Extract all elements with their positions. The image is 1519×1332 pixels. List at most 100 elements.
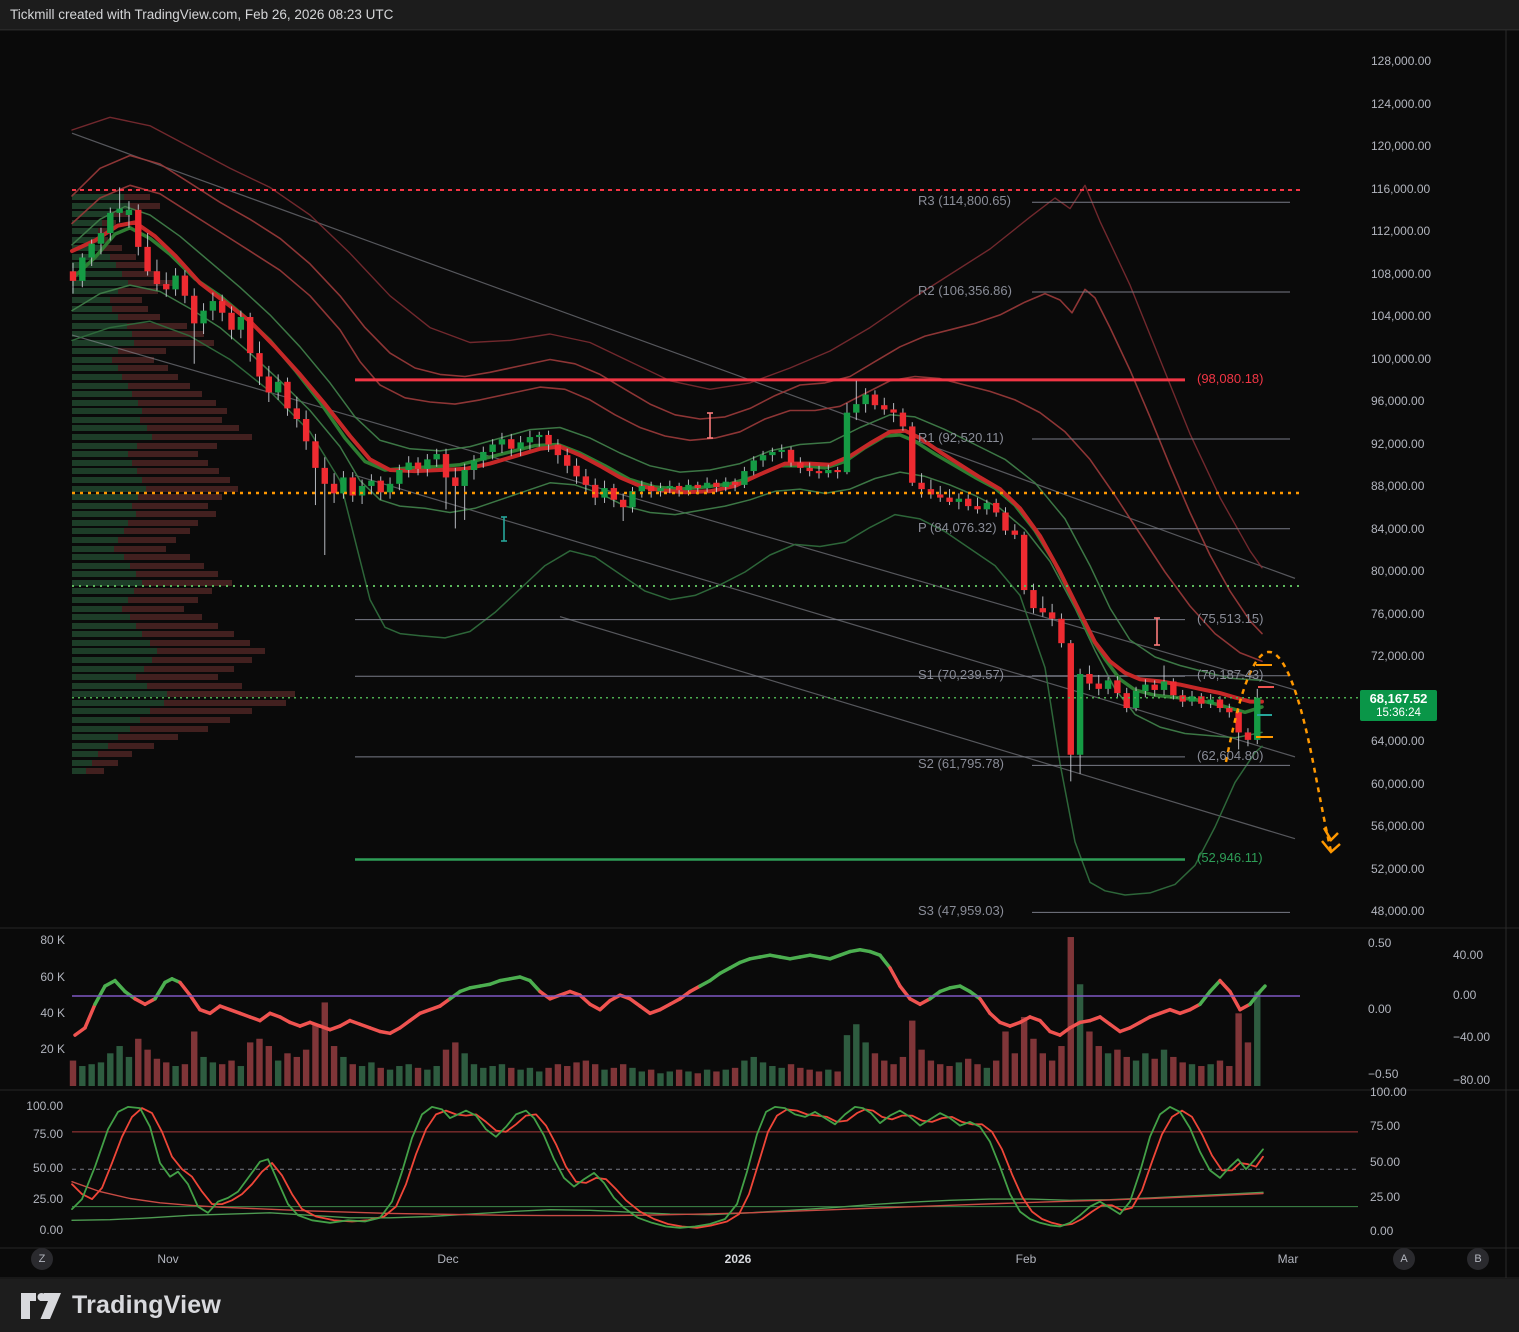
volume-oscillator-line [103, 978, 117, 988]
candlestick [778, 449, 785, 452]
a-scale-button[interactable]: A [1393, 1248, 1415, 1270]
timezone-button[interactable]: Z [31, 1248, 53, 1270]
trendline[interactable] [354, 474, 1296, 758]
volume-oscillator-line [958, 984, 972, 994]
candlestick [517, 442, 524, 449]
volume-bar [181, 1064, 189, 1086]
candlestick [582, 476, 590, 485]
volume-oscillator-line [278, 1015, 292, 1025]
volume-bar [526, 1067, 534, 1086]
volume-bar [1039, 1053, 1046, 1086]
candlestick [1188, 696, 1196, 702]
tradingview-logo-icon[interactable] [20, 1291, 62, 1321]
volume-bar [694, 1073, 701, 1086]
candlestick [489, 444, 496, 452]
volume-bar [246, 1042, 254, 1086]
candlestick [1095, 683, 1102, 689]
candlestick [293, 408, 300, 419]
candlestick [713, 482, 720, 487]
volume-oscillator-line [1148, 1011, 1162, 1019]
volume-bar [1002, 1031, 1009, 1086]
volume-bar [1114, 1049, 1121, 1086]
candlestick [69, 271, 77, 281]
candlestick [638, 485, 646, 492]
candlestick [983, 502, 991, 510]
volume-bar [163, 1062, 170, 1086]
volume-oscillator-line [728, 960, 742, 970]
candlestick [834, 470, 841, 473]
candlestick [470, 460, 478, 470]
candlestick [1011, 530, 1019, 535]
volume-bar [377, 1067, 384, 1086]
volume-oscillator-line [1028, 1015, 1042, 1023]
volume-bar [965, 1058, 972, 1086]
volume-oscillator-line [1158, 1007, 1172, 1016]
candlestick [750, 460, 757, 472]
volume-bar [517, 1069, 524, 1086]
volume-bar [1011, 1053, 1019, 1086]
volume-oscillator-line [1118, 1026, 1132, 1034]
volume-bar [564, 1066, 571, 1086]
volume-bar [461, 1053, 468, 1086]
volume-bar [1142, 1053, 1149, 1086]
volume-bar [974, 1064, 981, 1086]
volume-bar [825, 1069, 832, 1086]
volume-bar [1188, 1064, 1196, 1086]
candlestick [219, 301, 226, 313]
candlestick [265, 376, 273, 393]
trendline[interactable] [71, 132, 1296, 579]
volume-oscillator-line [458, 986, 472, 994]
volume-oscillator-line [188, 993, 202, 1012]
red-ma-line [70, 220, 1264, 704]
volume-bar [209, 1062, 217, 1086]
volume-oscillator-line [1068, 1020, 1082, 1030]
volume-bar [433, 1066, 440, 1086]
volume-oscillator-line [998, 1020, 1012, 1028]
volume-bar [536, 1071, 543, 1086]
candlestick [881, 405, 888, 410]
candlestick [1020, 534, 1028, 591]
volume-bar [135, 1038, 142, 1086]
volume-bar [545, 1067, 552, 1086]
volume-oscillator-line [93, 984, 107, 1006]
candlestick [1104, 680, 1112, 689]
volume-oscillator-line [1238, 1002, 1252, 1012]
volume-oscillator-line [238, 1011, 252, 1019]
b-scale-button[interactable]: B [1467, 1248, 1489, 1270]
volume-oscillator-line [1088, 1015, 1102, 1023]
candlestick [1086, 674, 1093, 684]
last-price-tag: 68,167.52 15:36:24 [1360, 690, 1437, 721]
candlestick [349, 477, 356, 496]
candlestick [358, 485, 366, 496]
volume-bar [1020, 1016, 1028, 1086]
candlestick [433, 454, 440, 460]
lower-band [71, 284, 1263, 739]
projection-arrowhead [1322, 827, 1339, 843]
volume-oscillator-line [198, 1007, 212, 1016]
volume-bar [358, 1066, 366, 1086]
candlestick [405, 462, 412, 470]
volume-bar [302, 1049, 310, 1086]
tradingview-brand-text[interactable]: TradingView [72, 1291, 222, 1319]
volume-bar [787, 1064, 795, 1086]
candlestick [899, 412, 907, 427]
volume-bar [1132, 1060, 1140, 1086]
candlestick [853, 404, 860, 413]
volume-bar [1216, 1060, 1224, 1086]
candlestick [321, 467, 328, 484]
trendline[interactable] [559, 616, 1296, 840]
volume-bar [312, 1024, 319, 1086]
volume-oscillator-line [638, 1004, 652, 1016]
candlestick [200, 310, 207, 324]
volume-bar [386, 1069, 394, 1086]
volume-oscillator-line [918, 997, 932, 1006]
candlestick [797, 462, 804, 468]
projection-arrow[interactable] [1224, 650, 1333, 852]
candlestick [918, 482, 925, 490]
volume-bar [927, 1060, 935, 1086]
candlestick [1048, 612, 1056, 619]
volume-oscillator-line [1048, 1029, 1062, 1037]
volume-oscillator-line [1188, 1002, 1202, 1012]
